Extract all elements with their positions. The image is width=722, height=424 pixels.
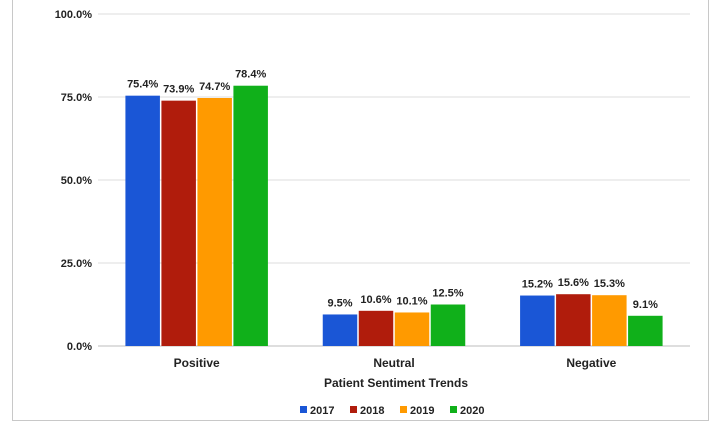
data-label: 74.7% [199, 81, 230, 93]
legend-swatch [400, 406, 407, 413]
data-labels: 75.4% 73.9% 74.7% 78.4% 9.5% 10.6% 10.1% 12.5% 1… [127, 69, 658, 311]
y-tick-label: 75.0% [61, 92, 92, 104]
y-axis-ticks: 0.0% 25.0% 50.0% 75.0% 100.0% [55, 9, 93, 353]
data-label: 15.6% [558, 277, 589, 289]
x-tick-label: Negative [566, 356, 616, 370]
bar-2018-positive [161, 100, 196, 346]
bar-2020-positive [233, 85, 268, 346]
data-label: 10.1% [396, 295, 427, 307]
data-label: 73.9% [163, 84, 194, 96]
bar-2018-negative [556, 294, 591, 346]
data-label: 12.5% [432, 288, 463, 300]
legend-swatch [350, 406, 357, 413]
legend-label: 2017 [310, 405, 334, 417]
bar-2019-neutral [394, 312, 430, 346]
x-axis-categories: Positive Neutral Negative [174, 356, 617, 370]
legend: 2017 2018 2019 2020 [300, 405, 484, 417]
legend-swatch [450, 406, 457, 413]
bar-2017-positive [125, 95, 160, 346]
data-label: 15.3% [594, 278, 625, 290]
bar-2020-neutral [430, 304, 466, 346]
bar-2019-positive [197, 97, 232, 346]
legend-label: 2020 [460, 405, 484, 417]
y-tick-label: 0.0% [67, 341, 92, 353]
legend-label: 2019 [410, 405, 434, 417]
data-label: 10.6% [360, 294, 391, 306]
legend-label: 2018 [360, 405, 384, 417]
data-label: 9.1% [633, 299, 658, 311]
bars [125, 85, 663, 346]
data-label: 9.5% [327, 297, 352, 309]
bar-2017-neutral [322, 314, 358, 346]
gridlines [98, 13, 690, 347]
x-axis-title: Patient Sentiment Trends [324, 376, 468, 390]
bar-2020-negative [628, 315, 663, 346]
y-tick-label: 100.0% [55, 9, 93, 21]
bar-2017-negative [520, 295, 555, 346]
data-label: 78.4% [235, 69, 266, 81]
x-tick-label: Neutral [373, 356, 414, 370]
y-tick-label: 25.0% [61, 258, 92, 270]
bar-2018-neutral [358, 310, 394, 346]
x-tick-label: Positive [174, 356, 220, 370]
data-label: 15.2% [522, 279, 553, 291]
data-label: 75.4% [127, 79, 158, 91]
bar-2019-negative [592, 295, 627, 346]
chart-frame [12, 0, 709, 421]
y-tick-label: 50.0% [61, 175, 92, 187]
legend-swatch [300, 406, 307, 413]
